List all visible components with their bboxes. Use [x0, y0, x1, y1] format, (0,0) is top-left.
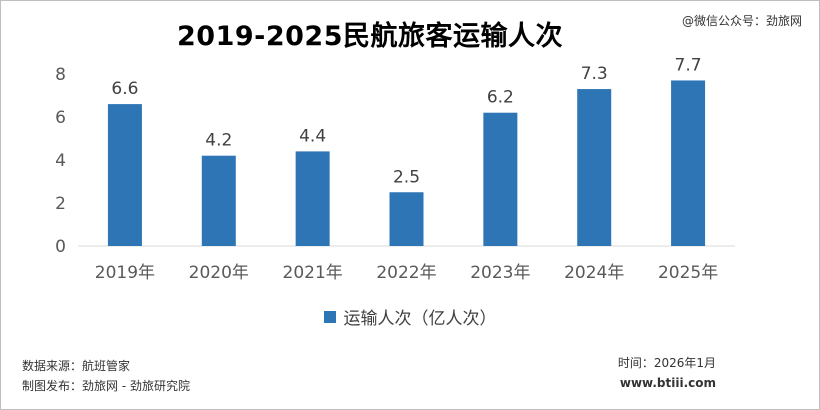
data-label: 4.4: [299, 126, 326, 146]
publish-time: 时间：2026年1月: [617, 356, 716, 370]
x-tick-label: 2023年: [470, 263, 530, 283]
x-tick-label: 2024年: [564, 263, 624, 283]
y-tick-label: 6: [55, 108, 66, 128]
data-label: 2.5: [393, 167, 420, 187]
bar: [295, 151, 330, 246]
bar: [483, 112, 518, 246]
data-label: 6.6: [111, 79, 138, 99]
bar: [107, 104, 142, 246]
watermark: @微信公众号：劲旅网: [681, 14, 802, 28]
x-tick-label: 2022年: [376, 263, 436, 283]
legend: 运输人次（亿人次）: [0, 304, 820, 329]
data-source: 数据来源：航班管家: [22, 359, 131, 373]
data-label: 6.2: [487, 88, 514, 108]
data-label: 7.7: [675, 55, 702, 75]
footer-right: 时间：2026年1月 www.btiii.com: [618, 353, 716, 393]
data-label: 4.2: [205, 131, 232, 151]
bar: [389, 192, 424, 246]
x-tick-label: 2019年: [95, 263, 155, 283]
y-tick-label: 8: [55, 65, 66, 85]
website-url: www.btiii.com: [619, 376, 716, 390]
bar: [201, 155, 236, 246]
legend-label: 运输人次（亿人次）: [343, 309, 497, 329]
y-tick-label: 2: [55, 194, 66, 214]
legend-swatch: [323, 310, 336, 323]
bar: [577, 89, 612, 246]
x-tick-label: 2021年: [283, 263, 343, 283]
footer-left: 数据来源：航班管家 制图发布：劲旅网 - 劲旅研究院: [22, 356, 190, 396]
x-tick-label: 2025年: [658, 263, 718, 283]
publisher: 制图发布：劲旅网 - 劲旅研究院: [22, 379, 190, 393]
y-tick-label: 0: [55, 237, 66, 257]
y-tick-label: 4: [55, 151, 66, 171]
x-tick-label: 2020年: [189, 263, 249, 283]
bar: [671, 80, 706, 246]
data-label: 7.3: [581, 64, 608, 84]
chart-title: 2019-2025民航旅客运输人次: [177, 21, 563, 52]
